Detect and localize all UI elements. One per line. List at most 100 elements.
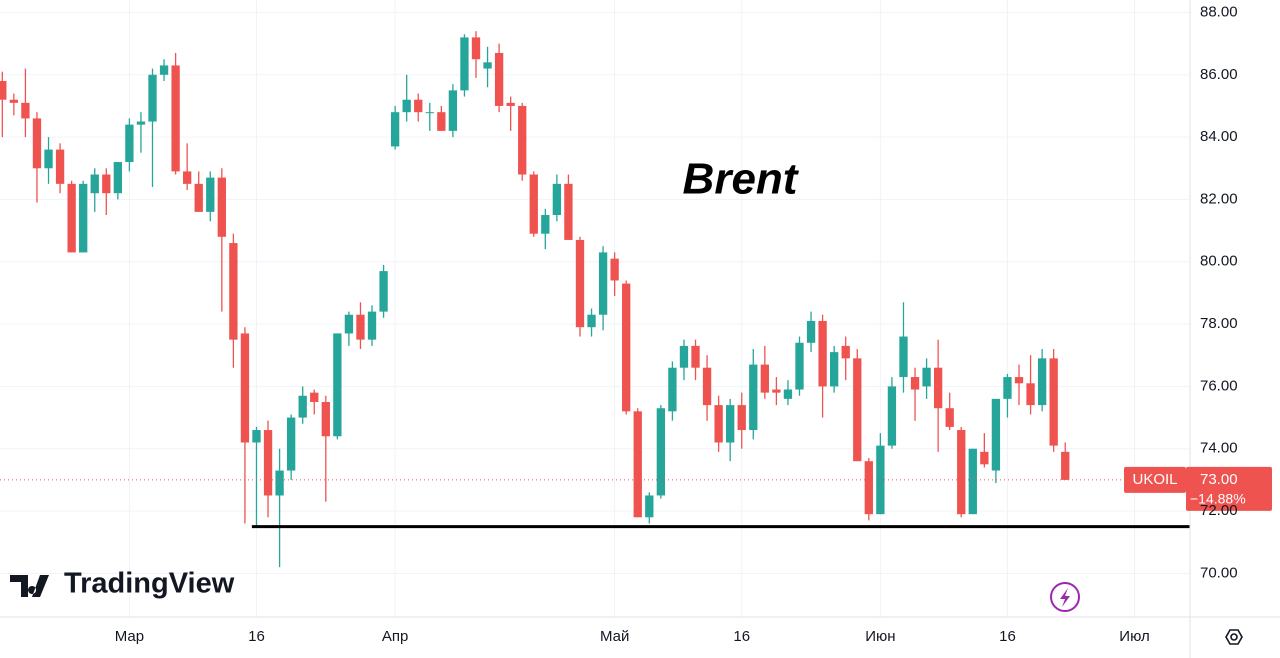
y-tick-label: 74.00 [1200, 440, 1238, 457]
candle-body [113, 162, 123, 194]
candle-body [448, 90, 458, 131]
candle-body [1061, 451, 1070, 480]
candle-body [136, 121, 146, 125]
candle-body [321, 401, 330, 437]
candle-body [102, 174, 111, 194]
logo: TradingView [10, 568, 235, 600]
y-tick-label: 82.00 [1200, 190, 1238, 207]
x-tick-label: 16 [733, 628, 750, 645]
symbol-box [1124, 466, 1186, 493]
candle-body [333, 333, 342, 437]
candle-body [910, 377, 920, 390]
candle-body [390, 112, 400, 147]
chart-title: Brent [683, 155, 800, 204]
candle-body [183, 171, 192, 184]
x-tick-label: Май [600, 628, 629, 645]
y-tick-label: 88.00 [1200, 3, 1238, 20]
candle-body [933, 367, 943, 409]
plot [0, 31, 1190, 568]
candle-body [125, 124, 134, 163]
candle-body [760, 364, 769, 393]
candle-body [806, 320, 816, 343]
candle-body [783, 389, 793, 399]
candle-body [286, 417, 296, 471]
candle-body [460, 37, 469, 91]
last-price-box: UKOIL 73.00 −14.88% [1124, 466, 1272, 511]
candle-body [298, 395, 307, 418]
candle-body [552, 183, 562, 216]
candle-body [1049, 358, 1058, 446]
candle-body [194, 183, 203, 212]
candle-body [818, 320, 827, 387]
candle-body [587, 314, 596, 328]
y-tick-label: 76.00 [1200, 377, 1238, 394]
candle-body [899, 336, 908, 378]
candle-body [518, 105, 527, 175]
candle-body [310, 392, 319, 402]
candle-body [980, 451, 989, 465]
candle-body [21, 102, 30, 119]
candle-body [622, 283, 631, 412]
price-label: 73.00 [1200, 471, 1238, 488]
candle-body [55, 149, 65, 184]
change-label: −14.88% [1190, 491, 1246, 507]
candle-body [159, 65, 169, 75]
y-tick-label: 78.00 [1200, 315, 1238, 332]
candle-body [44, 149, 53, 169]
candle-body [402, 99, 411, 113]
candle-body [437, 112, 446, 131]
candle-body [714, 405, 723, 443]
candle-body [887, 386, 897, 446]
candle-body [379, 271, 388, 312]
candle-body [772, 389, 781, 393]
y-tick-label: 72.00 [1200, 502, 1238, 519]
candle-body [344, 314, 354, 334]
candle-body [240, 333, 250, 443]
candle-body [645, 495, 654, 518]
candle-body [1037, 358, 1047, 406]
candle-body [367, 311, 377, 340]
y-tick-label: 86.00 [1200, 66, 1238, 83]
candle-body [275, 470, 284, 496]
y-tick-label: 84.00 [1200, 128, 1238, 145]
candle-body [414, 99, 423, 113]
candle-body [564, 183, 573, 240]
candle-body [90, 174, 99, 194]
price-box [1186, 466, 1272, 511]
lightning-icon[interactable] [1060, 588, 1070, 607]
candle-body [610, 258, 619, 281]
x-tick-label: Мар [115, 628, 144, 645]
settings-button[interactable] [1225, 629, 1243, 645]
candle-body [633, 411, 642, 518]
x-tick-label: Июл [1119, 628, 1149, 645]
candle-body [749, 364, 758, 431]
lightning-button[interactable] [1050, 582, 1080, 612]
candle-body [148, 74, 157, 122]
candle-body [471, 37, 481, 60]
candle-body [945, 408, 954, 427]
candle-body [1003, 377, 1012, 399]
candle-body [541, 215, 550, 234]
candle-body [598, 252, 608, 315]
x-tick-label: Апр [382, 628, 408, 645]
settings-dot[interactable] [1230, 633, 1238, 641]
candle-body [829, 352, 839, 387]
candle-body [32, 118, 42, 169]
candle-body [529, 174, 538, 234]
settings-icon[interactable] [1225, 629, 1243, 645]
candle-body [67, 183, 76, 253]
symbol-label: UKOIL [1132, 471, 1177, 488]
candle-body [575, 239, 585, 328]
candle-body [853, 358, 862, 462]
candle-body [991, 398, 1001, 471]
candle-body [356, 314, 365, 340]
candle-body [957, 430, 966, 515]
logo-icon [10, 575, 49, 597]
candle-body [171, 65, 180, 172]
candle-body [668, 367, 677, 412]
candle-body [968, 448, 977, 515]
candle-body [841, 345, 850, 359]
candle-body [9, 99, 19, 103]
candle-body [1026, 383, 1035, 406]
